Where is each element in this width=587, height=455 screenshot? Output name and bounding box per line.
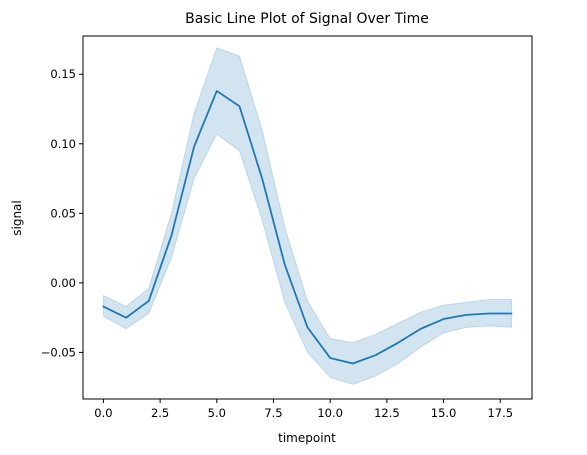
series-line-0 [102, 90, 513, 365]
x-axis-label: timepoint [278, 431, 336, 445]
x-axis: 0.0 2.5 5.0 7.5 10.0 12.5 15.0 17.5 [94, 399, 513, 420]
plot-frame [82, 35, 533, 400]
y-tick-label: 0.15 [50, 67, 76, 81]
confidence-band-layer [102, 47, 513, 385]
x-tick-label: 7.5 [264, 406, 282, 420]
x-tick-label: 2.5 [151, 406, 169, 420]
chart-title: Basic Line Plot of Signal Over Time [185, 11, 429, 27]
x-tick-label: 0.0 [94, 406, 112, 420]
y-axis: −0.05 0.00 0.05 0.10 0.15 [41, 67, 83, 359]
x-tick-label: 12.5 [374, 406, 400, 420]
y-axis-label: signal [10, 200, 24, 236]
x-tick-label: 10.0 [317, 406, 343, 420]
y-tick-label: 0.05 [50, 206, 76, 220]
y-tick-label: 0.00 [50, 276, 76, 290]
x-tick-label: 5.0 [208, 406, 226, 420]
x-tick-label: 15.0 [431, 406, 457, 420]
y-tick-label: 0.10 [50, 137, 76, 151]
series-line-layer [102, 90, 513, 365]
x-tick-label: 17.5 [487, 406, 513, 420]
confidence-band-0 [102, 47, 513, 385]
y-tick-label: −0.05 [41, 345, 76, 359]
